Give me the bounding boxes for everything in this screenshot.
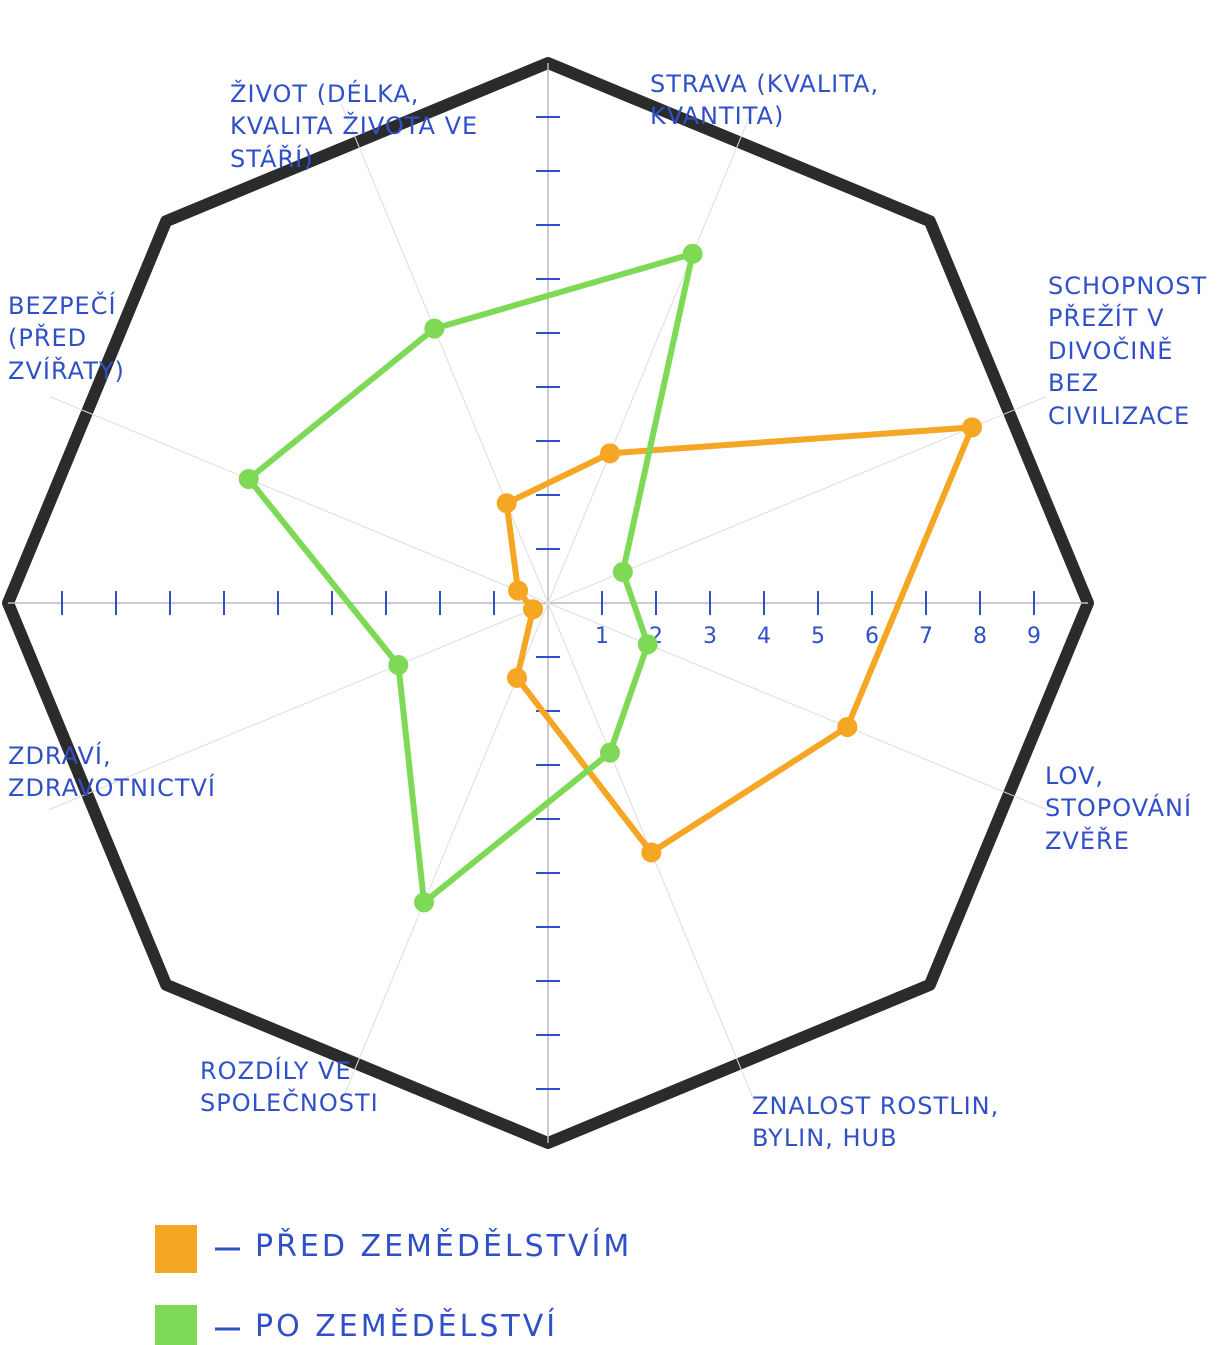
category-label: ZNALOST ROSTLIN, BYLIN, HUB <box>752 1092 1000 1153</box>
spoke <box>547 602 1048 811</box>
series-line <box>503 424 976 856</box>
category-label: LOV, STOPOVÁNÍ ZVĚŘE <box>1045 762 1193 855</box>
data-point <box>424 318 445 339</box>
data-point <box>637 634 658 655</box>
data-point <box>388 654 409 675</box>
tick-label: 9 <box>1027 624 1041 649</box>
data-point <box>599 443 620 464</box>
spoke <box>48 602 549 811</box>
category-label: BEZPEČÍ (PŘED ZVÍŘATY) <box>8 292 125 385</box>
legend-swatch <box>155 1225 197 1273</box>
tick-label: 7 <box>919 624 933 649</box>
tick-label: 6 <box>865 624 879 649</box>
tick-label: 5 <box>811 624 825 649</box>
data-point <box>238 469 259 490</box>
category-label: ŽIVOT (DÉLKA, KVALITA ŽIVOTA VE STÁŘÍ) <box>230 80 479 173</box>
tick-label: 1 <box>595 624 609 649</box>
spoke <box>547 103 756 604</box>
tick-label: 8 <box>973 624 987 649</box>
legend-swatch <box>155 1305 197 1345</box>
data-point <box>641 842 662 863</box>
legend-label: PŘED ZEMĚDĚLSTVÍM <box>255 1229 633 1264</box>
tick-label: 3 <box>703 624 717 649</box>
data-point <box>507 667 528 688</box>
data-point <box>612 562 633 583</box>
data-point <box>414 892 435 913</box>
data-point <box>837 716 858 737</box>
category-label: ZDRAVÍ, ZDRAVOTNICTVÍ <box>8 742 216 803</box>
data-point <box>962 417 983 438</box>
category-label: STRAVA (KVALITA, KVANTITA) <box>650 70 880 131</box>
category-label: ROZDÍLY VE SPOLEČNOSTI <box>200 1057 379 1118</box>
data-point <box>523 599 544 620</box>
category-label: SCHOPNOST PŘEŽÍT V DIVOČINĚ BEZ CIVILIZA… <box>1048 272 1208 430</box>
data-point <box>599 742 620 763</box>
tick-label: 4 <box>757 624 771 649</box>
data-point <box>682 243 703 264</box>
spoke <box>48 395 549 604</box>
data-point <box>508 580 529 601</box>
data-point <box>496 493 517 514</box>
legend-label: PO ZEMĚDĚLSTVÍ <box>255 1309 559 1344</box>
spoke <box>340 103 549 604</box>
